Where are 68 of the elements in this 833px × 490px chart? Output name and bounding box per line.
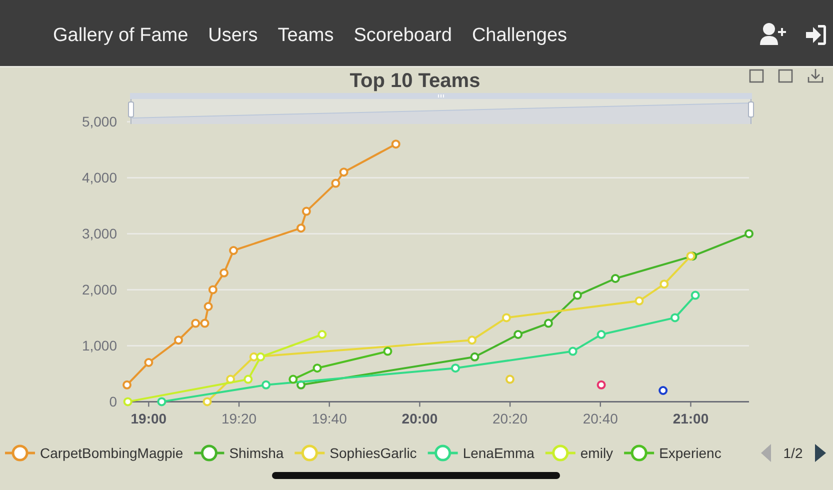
point [660, 280, 669, 289]
y-tick-label: 5,000 [82, 114, 118, 130]
point [288, 374, 298, 384]
point [122, 380, 132, 390]
text: Teams [278, 25, 334, 46]
point [157, 397, 166, 406]
point [244, 374, 253, 384]
point [318, 330, 327, 339]
point [123, 397, 132, 406]
x-tick-label: 20:00 [402, 410, 438, 427]
text: Users [208, 25, 258, 46]
point [572, 290, 582, 300]
point [468, 336, 477, 345]
y-tick-label: 4,000 [82, 170, 118, 186]
y-tick-label: 2,000 [82, 282, 118, 298]
point [202, 397, 212, 406]
point [514, 330, 523, 339]
point [174, 336, 183, 345]
y-tick-label: 1,000 [82, 338, 118, 354]
point [470, 352, 480, 362]
text: 1/2 [783, 445, 803, 461]
point [296, 224, 306, 233]
legend-label: Shimsha [229, 445, 284, 461]
point [690, 290, 700, 300]
point [658, 386, 668, 395]
point [144, 358, 154, 367]
x-tick-label: 19:40 [312, 410, 348, 427]
y-tick-label: 3,000 [82, 226, 118, 242]
x-tick-label: 19:00 [130, 410, 167, 427]
point [220, 268, 229, 278]
point [339, 168, 348, 177]
point [502, 313, 511, 322]
point [312, 364, 322, 373]
point [200, 318, 210, 328]
legend-label: SophiesGarlic [330, 445, 417, 461]
x-tick-label: 19:20 [222, 410, 257, 427]
point [262, 380, 271, 390]
x-tick-label: 21:00 [672, 410, 709, 427]
point [505, 374, 514, 384]
legend-label: CarpetBombingMagpie [40, 445, 184, 461]
y-tick-label: 0 [109, 394, 118, 410]
point [229, 246, 238, 255]
point [204, 302, 213, 311]
legend-label: Experienc [659, 445, 722, 461]
point [450, 364, 460, 373]
point [302, 206, 311, 216]
point [610, 274, 620, 283]
point [256, 352, 266, 362]
text: Challenges [472, 25, 568, 46]
x-tick-label: 20:40 [582, 410, 618, 427]
text: Scoreboard [354, 25, 452, 46]
point [670, 313, 680, 322]
point [634, 296, 644, 306]
x-tick-label: 20:20 [492, 410, 528, 427]
chart-title: Top 10 Teams [350, 70, 480, 92]
point [744, 229, 754, 238]
point [331, 178, 340, 188]
legend-label: emily [580, 445, 614, 461]
point [596, 380, 606, 390]
point [544, 318, 553, 328]
legend-label: LenaEmma [462, 445, 535, 461]
point [596, 330, 606, 339]
point [568, 346, 578, 356]
point [391, 140, 400, 149]
point [383, 346, 392, 356]
text: Gallery of Fame [53, 25, 188, 46]
point [191, 318, 200, 328]
point [208, 285, 218, 294]
